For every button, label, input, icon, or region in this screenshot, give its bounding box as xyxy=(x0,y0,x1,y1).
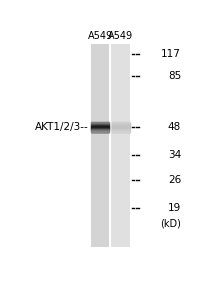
Text: AKT1/2/3--: AKT1/2/3-- xyxy=(34,122,88,132)
Text: 34: 34 xyxy=(167,150,180,160)
Bar xyxy=(110,44,129,247)
Text: 19: 19 xyxy=(167,203,180,213)
Text: 117: 117 xyxy=(160,50,180,59)
Text: 85: 85 xyxy=(167,71,180,81)
Text: 48: 48 xyxy=(167,122,180,132)
Text: A549: A549 xyxy=(107,31,133,41)
Text: 26: 26 xyxy=(167,176,180,185)
Text: (kD): (kD) xyxy=(159,218,180,228)
Text: A549: A549 xyxy=(87,31,112,41)
Bar xyxy=(90,44,109,247)
